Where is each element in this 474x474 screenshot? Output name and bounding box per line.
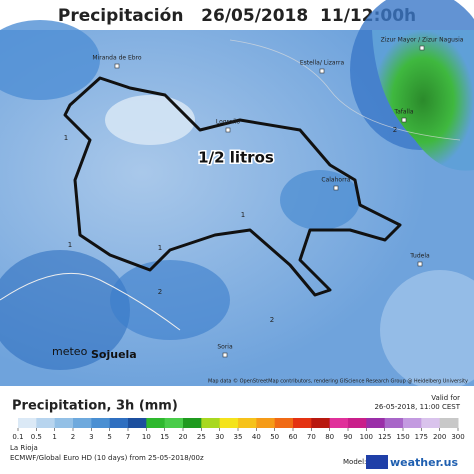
map-credit: Map data © OpenStreetMap contributors, r… <box>208 378 468 385</box>
place-label: Logroño <box>216 119 241 126</box>
valid-label: Valid for <box>431 394 460 402</box>
valid-time: 26-05-2018, 11:00 CEST <box>374 403 460 411</box>
legend-title: Precipitation, 3h (mm) <box>12 399 178 414</box>
rain-area <box>110 260 230 340</box>
place-label: Zizur Mayor / Zizur Nagusia <box>381 37 464 44</box>
colorbar-cell <box>54 418 74 428</box>
rain-area <box>105 95 195 145</box>
colorbar-cell <box>256 418 276 428</box>
place-marker <box>417 261 423 267</box>
place-label: Miranda de Ebro <box>92 55 142 62</box>
model-label: Model: <box>343 458 366 466</box>
rain-area <box>380 270 474 390</box>
colorbar-cell <box>109 418 129 428</box>
colorbar-label: 175 <box>415 433 428 441</box>
colorbar-label: 1 <box>52 433 56 441</box>
colorbar-cell <box>128 418 147 428</box>
colorbar-cell <box>201 418 221 428</box>
colorbar-cell <box>366 418 386 428</box>
colorbar-cell <box>311 418 331 428</box>
colorbar-cell <box>439 418 459 428</box>
place-marker <box>419 45 425 51</box>
heavy-rain-area <box>372 30 474 171</box>
contour-label: 1 <box>158 244 162 252</box>
colorbar-label: 7 <box>126 433 130 441</box>
rain-area <box>0 250 130 370</box>
river <box>0 272 181 331</box>
colorbar-label: 20 <box>179 433 188 441</box>
place-marker <box>114 63 120 69</box>
colorbar-label: 90 <box>344 433 353 441</box>
contour-label: 2 <box>158 288 162 296</box>
colorbar-label: 0.1 <box>12 433 23 441</box>
colorbar-label: 0.5 <box>31 433 42 441</box>
colorbar-cell <box>36 418 56 428</box>
model-run: ECMWF/Global Euro HD (10 days) from 25-0… <box>10 454 204 462</box>
colorbar-cell <box>293 418 312 428</box>
place-label: Tafalla <box>393 109 413 116</box>
annotation: 1/2 litros <box>198 149 274 167</box>
contour-label: 2 <box>393 126 397 134</box>
legend: Precipitation, 3h (mm) Valid for 26-05-2… <box>0 386 474 474</box>
contour-line <box>229 39 461 141</box>
colorbar-cell <box>238 418 257 428</box>
colorbar-label: 125 <box>378 433 391 441</box>
map: 1/2 litros Map data © OpenStreetMap cont… <box>0 0 474 390</box>
place-label: Calahorra <box>321 177 351 184</box>
colorbar-label: 5 <box>107 433 111 441</box>
place-marker <box>222 352 228 358</box>
colorbar-label: 15 <box>160 433 169 441</box>
colorbar-cell <box>403 418 422 428</box>
rain-area <box>0 20 100 100</box>
logo-text: Sojuela <box>91 348 137 361</box>
place-label: Tudela <box>409 253 430 260</box>
colorbar-label: 70 <box>307 433 316 441</box>
colorbar-label: 100 <box>360 433 373 441</box>
place-label: Estella/ Lizarra <box>300 60 345 67</box>
colorbar-label: 2 <box>71 433 75 441</box>
region-name: La Rioja <box>10 444 38 452</box>
place-marker <box>401 117 407 123</box>
contour-label: 1 <box>68 241 72 249</box>
colorbar-label: 3 <box>89 433 93 441</box>
colorbar-cell <box>219 418 239 428</box>
eu-flag <box>366 455 388 469</box>
legend-background <box>0 386 474 474</box>
colorbar-label: 60 <box>289 433 298 441</box>
colorbar-label: 35 <box>234 433 243 441</box>
colorbar-cell <box>91 418 111 428</box>
place-marker <box>225 127 231 133</box>
colorbar-cell <box>384 418 404 428</box>
colorbar-cell <box>164 418 184 428</box>
contour-label: 2 <box>270 316 274 324</box>
colorbar-label: 10 <box>142 433 151 441</box>
place-marker <box>333 185 339 191</box>
place-marker <box>319 68 325 74</box>
place-label: Soria <box>217 344 233 351</box>
logo-text: meteo <box>52 345 88 358</box>
colorbar-label: 25 <box>197 433 206 441</box>
colorbar-label: 40 <box>252 433 261 441</box>
rain-area <box>280 170 360 230</box>
region-border <box>63 76 402 297</box>
colorbar-label: 50 <box>270 433 279 441</box>
colorbar-label: 300 <box>451 433 464 441</box>
colorbar-cell <box>421 418 441 428</box>
colorbar-label: 80 <box>325 433 334 441</box>
colorbar-label: 200 <box>433 433 446 441</box>
colorbar-cell <box>146 418 166 428</box>
colorbar-cell <box>348 418 367 428</box>
brand: weather.us <box>390 456 458 469</box>
contour-label: 1 <box>64 134 68 142</box>
colorbar-cell <box>183 418 202 428</box>
colorbar-label: 150 <box>396 433 409 441</box>
colorbar-cell <box>329 418 349 428</box>
colorbar-label: 30 <box>215 433 224 441</box>
colorbar-cell <box>274 418 294 428</box>
colorbar-cell <box>73 418 92 428</box>
contour-label: 1 <box>241 211 245 219</box>
colorbar-cell <box>18 418 37 428</box>
title: Precipitación 26/05/2018 11/12:00h <box>58 6 416 26</box>
